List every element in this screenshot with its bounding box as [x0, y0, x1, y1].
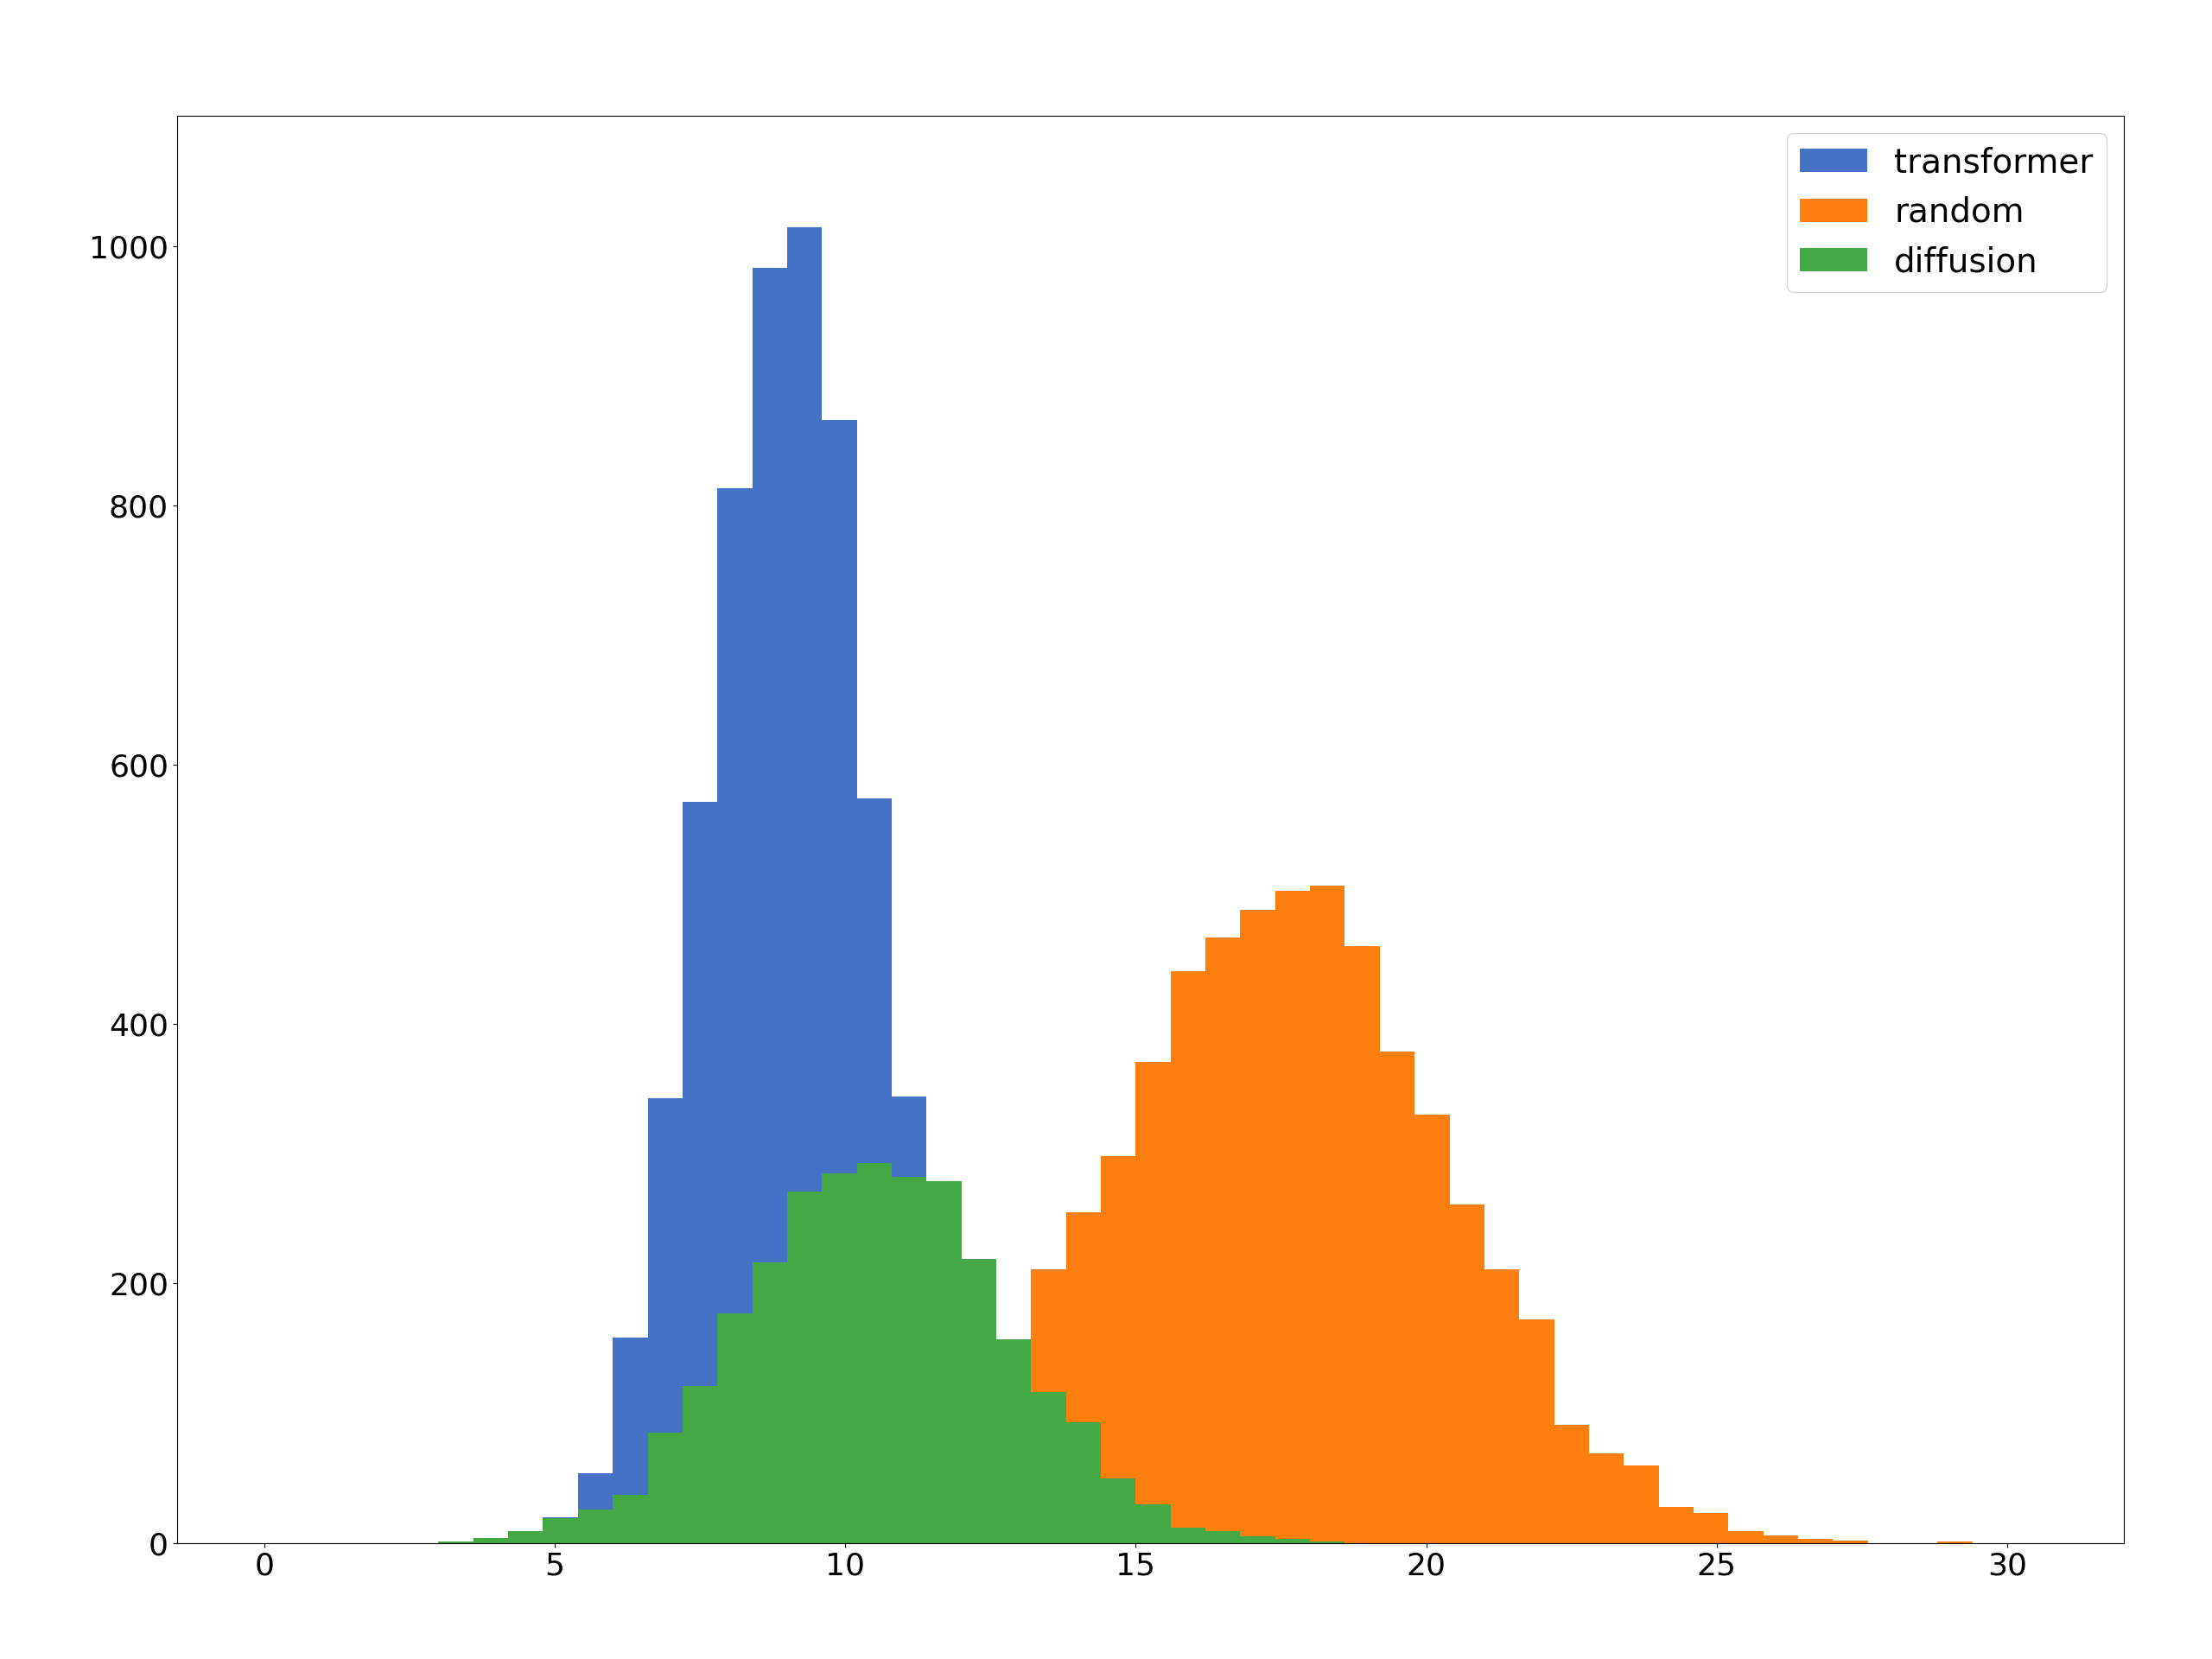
Bar	[823, 1520, 856, 1543]
Bar	[1345, 946, 1380, 1543]
Bar	[1274, 1540, 1310, 1543]
Bar	[1624, 1465, 1659, 1543]
Bar	[1031, 1269, 1066, 1543]
Bar	[1659, 1506, 1694, 1543]
Bar	[613, 1495, 648, 1543]
Bar	[1031, 1392, 1066, 1543]
Bar	[473, 1538, 509, 1543]
Bar	[1728, 1531, 1763, 1543]
Bar	[1170, 971, 1206, 1543]
Bar	[1380, 1052, 1416, 1543]
Bar	[995, 1339, 1031, 1543]
Bar	[684, 1385, 717, 1543]
Bar	[717, 1314, 752, 1543]
Bar	[1031, 1540, 1066, 1543]
Bar	[717, 488, 752, 1543]
Bar	[927, 1327, 962, 1543]
Bar	[787, 1191, 823, 1543]
Bar	[1170, 1528, 1206, 1543]
Bar	[473, 1540, 509, 1543]
Bar	[1449, 1204, 1484, 1543]
Bar	[1066, 1213, 1102, 1543]
Bar	[962, 1425, 995, 1543]
Bar	[1066, 1422, 1102, 1543]
Bar	[1520, 1321, 1555, 1543]
Bar	[787, 227, 823, 1543]
Legend: transformer, random, diffusion: transformer, random, diffusion	[1787, 133, 2106, 292]
Bar	[927, 1475, 962, 1543]
Bar	[577, 1473, 613, 1543]
Bar	[577, 1510, 613, 1543]
Bar	[509, 1538, 542, 1543]
Bar	[1588, 1453, 1624, 1543]
Bar	[542, 1518, 577, 1543]
Bar	[823, 420, 856, 1543]
Bar	[542, 1516, 577, 1543]
Bar	[787, 1536, 823, 1543]
Bar	[1241, 1536, 1274, 1543]
Bar	[1206, 1531, 1241, 1543]
Bar	[1555, 1425, 1588, 1543]
Bar	[1241, 909, 1274, 1543]
Bar	[648, 1433, 684, 1543]
Bar	[891, 1097, 927, 1543]
Bar	[1416, 1115, 1449, 1543]
Bar	[1102, 1156, 1135, 1543]
Bar	[752, 267, 787, 1543]
Bar	[1763, 1535, 1798, 1543]
Bar	[1102, 1478, 1135, 1543]
Bar	[684, 1540, 717, 1543]
Bar	[684, 803, 717, 1543]
Bar	[927, 1181, 962, 1543]
Bar	[962, 1259, 995, 1543]
Bar	[509, 1531, 542, 1543]
Bar	[752, 1540, 787, 1543]
Bar	[752, 1262, 787, 1543]
Bar	[1206, 937, 1241, 1543]
Bar	[1135, 1062, 1170, 1543]
Bar	[1310, 886, 1345, 1543]
Bar	[856, 1518, 891, 1543]
Bar	[823, 1173, 856, 1543]
Bar	[613, 1337, 648, 1543]
Bar	[856, 1163, 891, 1543]
Bar	[856, 798, 891, 1543]
Bar	[995, 1523, 1031, 1543]
Bar	[1694, 1513, 1728, 1543]
Bar	[891, 1511, 927, 1543]
Bar	[891, 1178, 927, 1543]
Bar	[1834, 1540, 1867, 1543]
Bar	[1135, 1505, 1170, 1543]
Bar	[648, 1098, 684, 1543]
Bar	[1274, 891, 1310, 1543]
Bar	[1484, 1269, 1520, 1543]
Bar	[962, 1452, 995, 1543]
Bar	[1798, 1540, 1834, 1543]
Bar	[995, 1365, 1031, 1543]
